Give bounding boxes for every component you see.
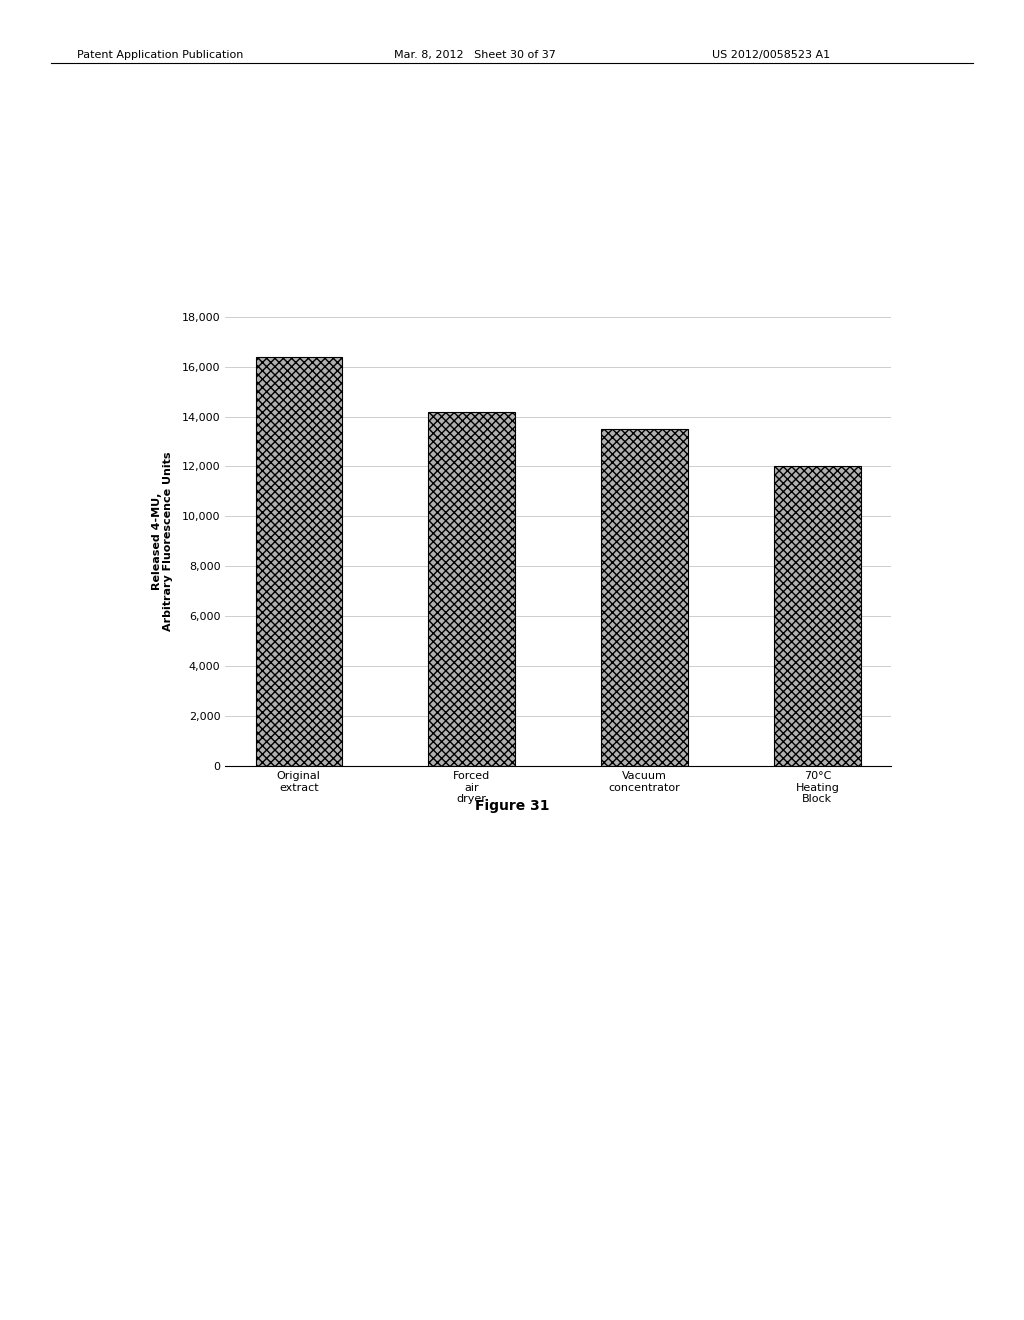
Bar — [601, 429, 688, 766]
Bar — [256, 356, 342, 766]
Text: Figure 31: Figure 31 — [475, 799, 549, 813]
Text: US 2012/0058523 A1: US 2012/0058523 A1 — [712, 50, 829, 61]
Text: Mar. 8, 2012   Sheet 30 of 37: Mar. 8, 2012 Sheet 30 of 37 — [394, 50, 556, 61]
Bar — [774, 466, 860, 766]
Text: Patent Application Publication: Patent Application Publication — [77, 50, 243, 61]
Bar — [428, 412, 515, 766]
Y-axis label: Released 4-MU,
Arbitrary Fluorescence Units: Released 4-MU, Arbitrary Fluorescence Un… — [152, 451, 173, 631]
